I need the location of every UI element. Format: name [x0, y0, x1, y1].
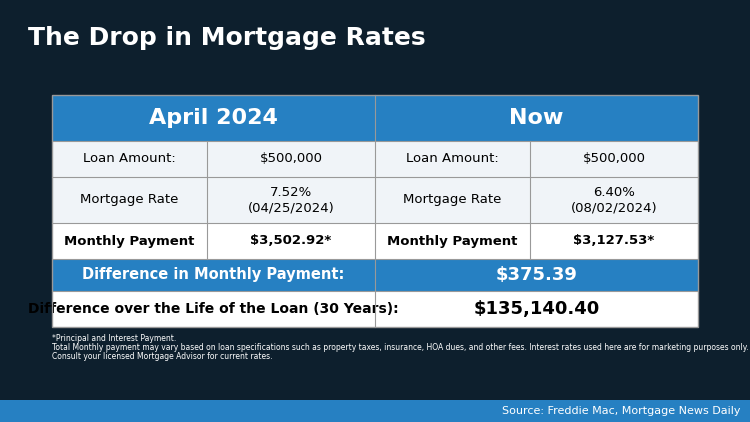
Text: Source: Freddie Mac, Mortgage News Daily: Source: Freddie Mac, Mortgage News Daily [502, 406, 740, 416]
Text: $375.39: $375.39 [496, 266, 578, 284]
Text: Consult your licensed Mortgage Advisor for current rates.: Consult your licensed Mortgage Advisor f… [52, 352, 272, 361]
Text: Monthly Payment: Monthly Payment [387, 235, 518, 247]
Bar [52, 141, 207, 177]
Text: *Principal and Interest Payment.: *Principal and Interest Payment. [52, 334, 176, 343]
Bar [207, 177, 375, 223]
Text: 6.40%
(08/02/2024): 6.40% (08/02/2024) [571, 186, 657, 214]
Bar [530, 141, 698, 177]
Bar [530, 223, 698, 259]
Text: $3,127.53*: $3,127.53* [573, 235, 655, 247]
Text: Difference over the Life of the Loan (30 Years):: Difference over the Life of the Loan (30… [28, 302, 399, 316]
Bar [207, 141, 375, 177]
Bar [52, 177, 207, 223]
Text: $500,000: $500,000 [260, 152, 322, 165]
Bar [530, 177, 698, 223]
Text: $135,140.40: $135,140.40 [473, 300, 600, 318]
Text: Mortgage Rate: Mortgage Rate [80, 194, 178, 206]
Text: April 2024: April 2024 [149, 108, 278, 128]
Bar [52, 223, 207, 259]
Text: Loan Amount:: Loan Amount: [83, 152, 176, 165]
Text: 7.52%
(04/25/2024): 7.52% (04/25/2024) [248, 186, 334, 214]
Bar [207, 223, 375, 259]
Bar [0, 400, 750, 422]
Text: $3,502.92*: $3,502.92* [251, 235, 332, 247]
Bar [52, 95, 698, 327]
Text: Monthly Payment: Monthly Payment [64, 235, 195, 247]
Bar [375, 177, 530, 223]
Bar [375, 141, 530, 177]
Text: Loan Amount:: Loan Amount: [406, 152, 499, 165]
Text: Total Monthly payment may vary based on loan specifications such as property tax: Total Monthly payment may vary based on … [52, 343, 748, 352]
Bar [375, 95, 698, 141]
Bar [375, 223, 530, 259]
Text: The Drop in Mortgage Rates: The Drop in Mortgage Rates [28, 26, 426, 50]
Bar [52, 95, 375, 141]
Text: Mortgage Rate: Mortgage Rate [404, 194, 502, 206]
Text: Now: Now [509, 108, 564, 128]
Bar [52, 259, 698, 291]
Text: $500,000: $500,000 [583, 152, 646, 165]
Bar [52, 291, 698, 327]
Text: Difference in Monthly Payment:: Difference in Monthly Payment: [82, 268, 345, 282]
